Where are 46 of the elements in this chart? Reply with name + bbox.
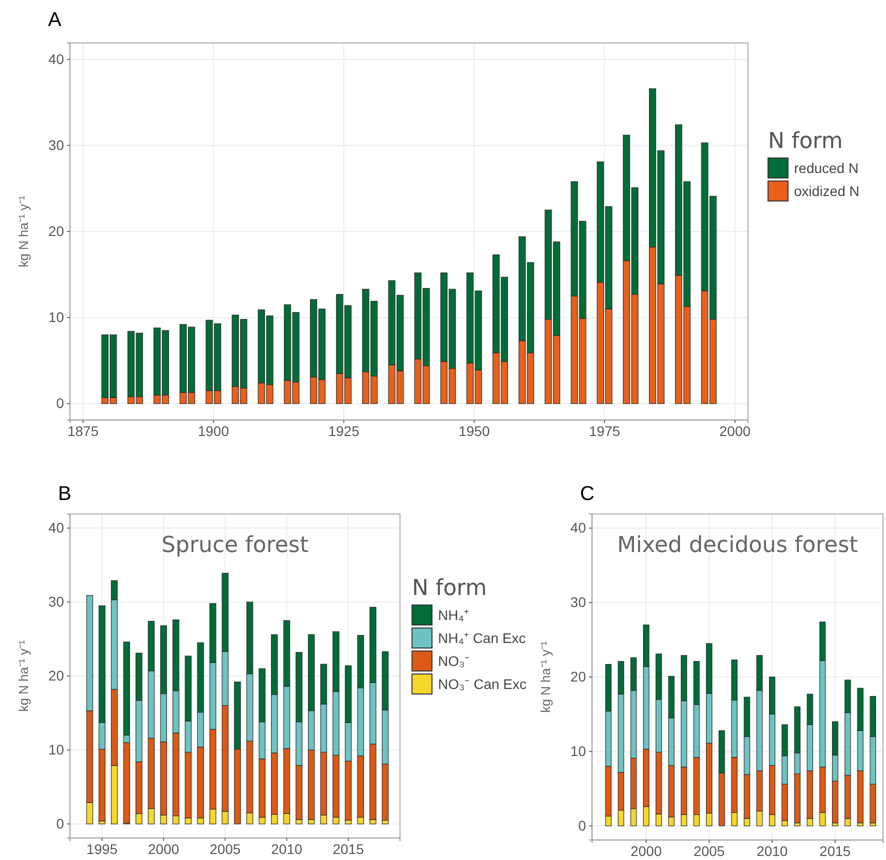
y-tick-label: 10 — [48, 309, 64, 326]
y-tick-label: 20 — [48, 222, 64, 239]
x-tick-label: 1875 — [67, 422, 99, 439]
x-tick-label: 2015 — [820, 842, 851, 859]
y-tick-label: 20 — [570, 668, 586, 684]
y-tick-label: 40 — [570, 520, 586, 536]
text: C — [580, 483, 594, 505]
x-tick-label: 1995 — [86, 840, 118, 857]
legend-label: NH₄⁺ Can Exc — [438, 630, 526, 646]
y-axis-title: kg N ha⁻¹ y⁻¹ — [538, 640, 553, 713]
y-tick-label: 30 — [48, 136, 64, 153]
legend-label: reduced N — [794, 160, 859, 176]
x-tick-label: 1925 — [328, 422, 360, 439]
y-tick-label: 20 — [48, 667, 64, 684]
text: Spruce forest — [162, 533, 309, 558]
legend-label: NO₃⁻ Can Exc — [438, 676, 527, 692]
y-tick-label: 10 — [570, 742, 586, 759]
x-tick-label: 2000 — [630, 842, 662, 859]
y-tick-label: 30 — [48, 594, 64, 610]
y-tick-label: 40 — [48, 520, 64, 536]
y-tick-label: 0 — [56, 815, 64, 832]
x-tick-label: 1900 — [198, 422, 230, 439]
text: A — [48, 9, 62, 31]
y-axis-title: kg N ha⁻¹ y⁻¹ — [16, 195, 31, 268]
y-axis-title: kg N ha⁻¹ y⁻¹ — [16, 640, 31, 712]
x-tick-label: 2010 — [756, 842, 788, 859]
y-tick-label: 30 — [570, 594, 586, 610]
x-tick-label: 2005 — [694, 842, 725, 859]
x-tick-label: 2000 — [148, 840, 180, 857]
y-tick-label: 40 — [48, 50, 64, 67]
text: B — [58, 483, 72, 505]
x-tick-label: 1975 — [589, 422, 620, 439]
y-tick-label: 0 — [56, 395, 64, 412]
x-tick-label: 2000 — [719, 422, 751, 439]
legend-title: N form — [768, 129, 843, 154]
x-tick-label: 2015 — [332, 840, 364, 857]
x-tick-label: 1950 — [458, 422, 490, 439]
y-tick-label: 10 — [48, 741, 64, 758]
x-tick-label: 2010 — [271, 840, 302, 857]
legend-label: NH₄⁺ — [438, 607, 469, 623]
legend-title: N form — [412, 576, 487, 601]
x-tick-label: 2005 — [210, 840, 241, 857]
text: Mixed decidous forest — [617, 533, 858, 558]
y-tick-label: 0 — [578, 817, 586, 834]
legend-label: NO₃⁻ — [438, 653, 470, 669]
legend-label: oxidized N — [794, 183, 860, 199]
